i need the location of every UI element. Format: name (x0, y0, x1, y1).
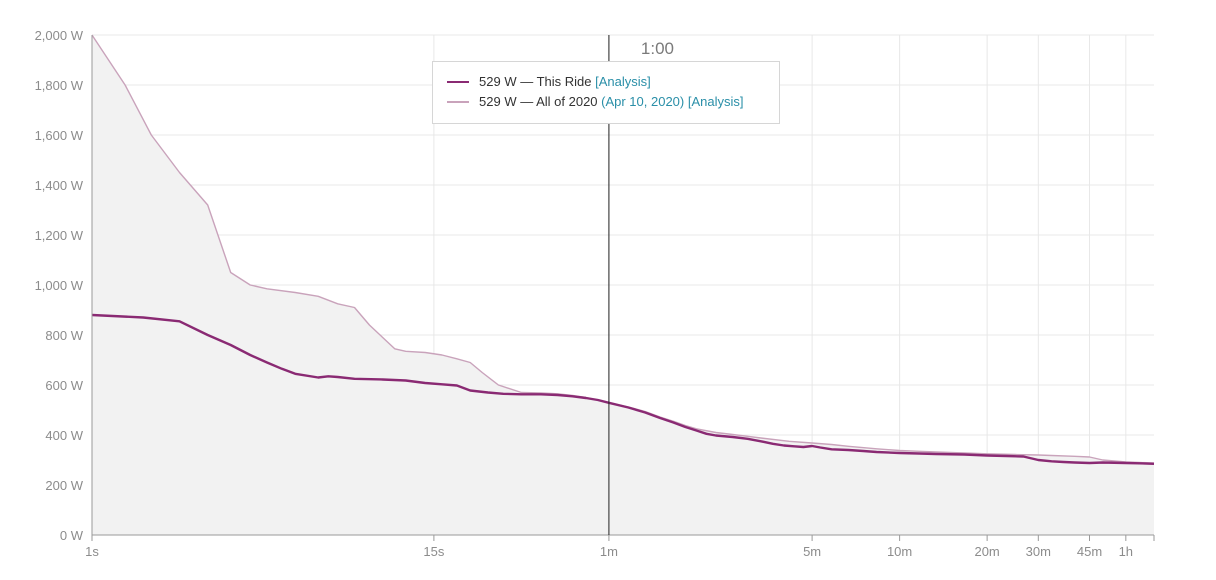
x-tick-label: 15s (423, 544, 444, 559)
x-tick-label: 5m (803, 544, 821, 559)
tooltip-row-this-ride: 529 W — This Ride [Analysis] (447, 72, 767, 92)
hover-tooltip: 529 W — This Ride [Analysis] 529 W — All… (432, 61, 780, 124)
series-lines (91, 34, 1155, 465)
y-axis-ticks: 0 W 200 W 400 W 600 W 800 W 1,000 W 1,200 W 1,4… (35, 28, 84, 543)
y-tick-label: 1,800 W (35, 78, 84, 93)
y-tick-label: 400 W (45, 428, 83, 443)
x-tick-label: 45m (1077, 544, 1102, 559)
tooltip-row-all-2020: 529 W — All of 2020 (Apr 10, 2020) [Anal… (447, 92, 767, 112)
x-tick-label: 1m (600, 544, 618, 559)
all-2020-text: W — All of 2020 (500, 94, 602, 109)
x-tick-label: 30m (1026, 544, 1051, 559)
this-ride-value: 529 (479, 74, 501, 89)
area-fill (92, 35, 1154, 535)
y-tick-label: 1,600 W (35, 128, 84, 143)
x-tick-label: 1s (85, 544, 99, 559)
series-line-this-ride (91, 313, 1155, 465)
y-tick-label: 800 W (45, 328, 83, 343)
x-axis-ticks: 1s 15s 1m 5m 10m 20m 30m 45m 1h (85, 544, 1133, 559)
this-ride-analysis-link[interactable]: [Analysis] (595, 74, 651, 89)
all-2020-date-link[interactable]: (Apr 10, 2020) (601, 94, 685, 109)
y-tick-label: 1,000 W (35, 278, 84, 293)
all-2020-analysis-link[interactable]: [Analysis] (687, 94, 744, 109)
x-tick-label: 20m (974, 544, 999, 559)
y-tick-label: 0 W (60, 528, 84, 543)
this-ride-swatch (447, 81, 469, 83)
axes (91, 35, 1155, 541)
area-under-curve (92, 35, 1154, 535)
this-ride-text: W — This Ride (500, 74, 596, 89)
y-tick-label: 600 W (45, 378, 83, 393)
y-tick-label: 2,000 W (35, 28, 84, 43)
y-tick-label: 200 W (45, 478, 83, 493)
all-2020-value: 529 (479, 94, 501, 109)
hover-time-label: 1:00 (641, 39, 674, 58)
all-2020-swatch (447, 101, 469, 103)
y-tick-label: 1,400 W (35, 178, 84, 193)
y-tick-label: 1,200 W (35, 228, 84, 243)
x-tick-label: 1h (1119, 544, 1133, 559)
x-tick-label: 10m (887, 544, 912, 559)
